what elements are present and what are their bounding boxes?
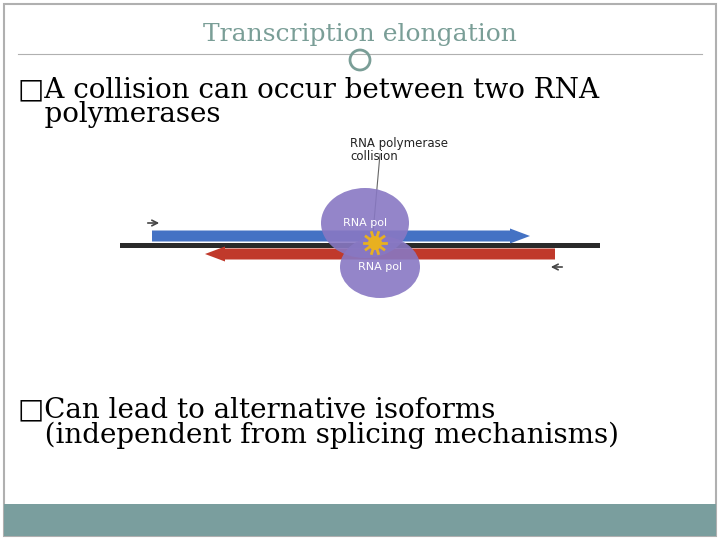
Text: polymerases: polymerases (18, 102, 220, 129)
Text: RNA pol: RNA pol (358, 262, 402, 272)
Bar (4, 504, 716, 536)
Text: RNA polymerase: RNA polymerase (350, 137, 448, 150)
FancyArrow shape (152, 228, 530, 244)
Text: Transcription elongation: Transcription elongation (203, 24, 517, 46)
Text: □Can lead to alternative isoforms: □Can lead to alternative isoforms (18, 396, 495, 423)
Circle shape (368, 236, 382, 250)
Text: □A collision can occur between two RNA: □A collision can occur between two RNA (18, 77, 599, 104)
FancyBboxPatch shape (4, 4, 716, 536)
Text: RNA pol: RNA pol (343, 218, 387, 228)
Ellipse shape (321, 188, 409, 258)
Text: collision: collision (350, 150, 397, 163)
Ellipse shape (340, 236, 420, 298)
Text: (independent from splicing mechanisms): (independent from splicing mechanisms) (18, 421, 619, 449)
FancyArrow shape (205, 246, 555, 261)
Bar (120, 242, 600, 247)
